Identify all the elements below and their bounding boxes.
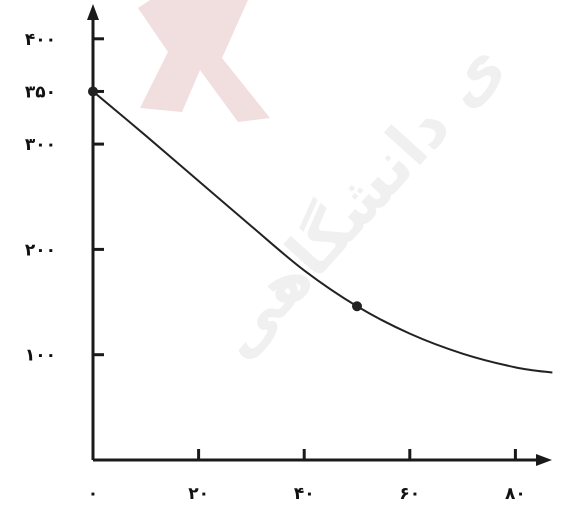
data-point [88, 86, 98, 97]
data-point [352, 301, 362, 312]
y-tick-label: ۳۰۰ [25, 135, 56, 155]
series-line [92, 90, 553, 374]
highlight-points [88, 86, 362, 312]
watermark-logo-shape [138, 0, 270, 122]
watermark: ی دانشگاهی [138, 0, 519, 373]
x-tick-label: ۶۰ [399, 484, 420, 504]
y-tick-label: ۳۵۰ [25, 82, 56, 102]
x-axis-arrow [536, 454, 552, 466]
x-tick-label: ۲۰ [188, 484, 209, 504]
y-tick-label: ۴۰۰ [25, 30, 56, 50]
watermark-text: ی دانشگاهی [199, 29, 519, 373]
y-tick-label: ۲۰۰ [25, 240, 56, 260]
y-tick-label: ۱۰۰ [25, 346, 56, 366]
x-tick-label: ۸۰ [505, 484, 526, 504]
x-tick-label: ۴۰ [294, 484, 315, 504]
x-ticks: ۰ ۲۰ ۴۰ ۶۰ ۸۰ [88, 449, 526, 504]
y-ticks: ۱۰۰ ۲۰۰ ۳۰۰ ۳۵۰ ۴۰۰ [25, 30, 104, 366]
x-tick-label: ۰ [88, 484, 98, 504]
y-axis-arrow [87, 4, 99, 20]
